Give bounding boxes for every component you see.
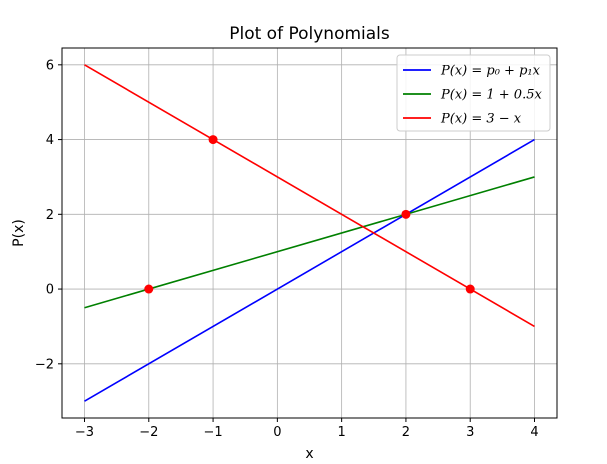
legend-box [396,54,551,132]
plot-frame [61,47,558,419]
legend-label-2: P(x) = 1 + 0.5x [440,88,542,103]
x-tick-label: −2 [139,425,158,440]
points-layer [144,135,475,294]
legend-label-3: P(x) = 3 − x [440,112,522,127]
x-tick-label: 0 [273,425,281,440]
x-tick-label: 2 [402,425,410,440]
series-line-1 [84,138,535,402]
y-tick-label: 4 [46,133,54,148]
y-tick-label: 0 [46,283,54,298]
series-line-2 [84,176,535,309]
data-point [208,135,218,145]
data-point [465,284,475,294]
data-point [401,209,411,219]
y-tick-label: 6 [46,58,54,73]
chart-title: Plot of Polynomials [229,24,390,44]
data-point [144,284,154,294]
x-tick-label: 3 [466,425,474,440]
y-tick-label: −2 [35,357,54,372]
y-tick-label: 2 [46,208,54,223]
series-line-3 [84,64,535,328]
ticks-layer: −3 −2 −1 0 1 2 3 4 −2 0 2 4 6 [35,58,539,440]
legend-label-1: P(x) = p₀ + p₁x [440,64,541,79]
legend: P(x) = p₀ + p₁x P(x) = 1 + 0.5x P(x) = 3 −… [396,54,551,132]
x-tick-label: 1 [338,425,346,440]
y-axis-title: P(x) [11,219,27,247]
series-layer [84,64,535,402]
x-tick-label: −1 [203,425,222,440]
x-axis-title: x [305,446,313,462]
x-tick-label: −3 [75,425,94,440]
x-tick-label: 4 [530,425,538,440]
